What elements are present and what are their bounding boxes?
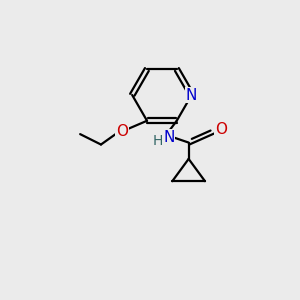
Text: N: N: [186, 88, 197, 103]
Text: O: O: [215, 122, 227, 137]
Text: N: N: [163, 130, 174, 145]
Text: H: H: [152, 134, 163, 148]
Text: O: O: [116, 124, 128, 139]
